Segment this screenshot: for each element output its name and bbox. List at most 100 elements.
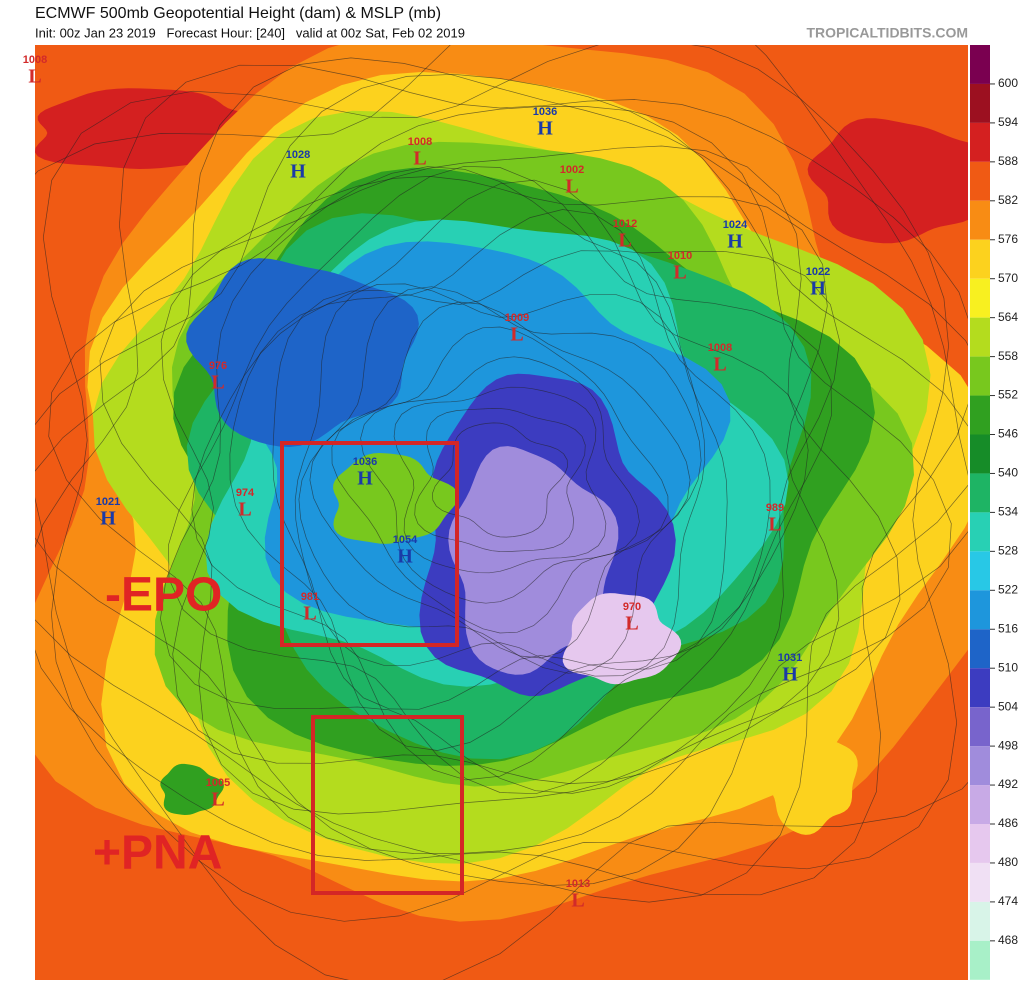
contour	[168, 165, 832, 795]
colorbar-label: 528	[998, 544, 1018, 558]
contour	[99, 145, 901, 815]
colorbar-cell	[970, 317, 990, 357]
contour	[35, 57, 968, 903]
title: ECMWF 500mb Geopotential Height (dam) & …	[35, 5, 441, 22]
colorbar-cell	[970, 161, 990, 201]
center-kind: L	[303, 603, 316, 625]
colorbar-label: 480	[998, 855, 1018, 869]
height-band	[562, 593, 682, 685]
center-value: 976	[209, 360, 227, 372]
center-kind: L	[713, 354, 726, 376]
pressure-centers: 1008L1028H1008L1036H1002L1012L1024H1010L…	[23, 54, 830, 912]
colorbar-label: 588	[998, 154, 1018, 168]
contour	[393, 386, 607, 574]
center-kind: H	[290, 161, 306, 183]
colorbar-label: 600	[998, 76, 1018, 90]
contour	[294, 283, 706, 677]
colorbar-label: 474	[998, 894, 1018, 908]
center-kind: H	[782, 664, 798, 686]
height-band	[160, 763, 224, 815]
center-value: 1024	[723, 219, 748, 231]
contour	[35, 73, 968, 887]
colorbar-label: 594	[998, 115, 1018, 129]
colorbar-label: 540	[998, 466, 1018, 480]
colorbar-cell	[970, 200, 990, 240]
contour	[48, 106, 952, 854]
center-value: 1008	[708, 342, 732, 354]
center-kind: L	[413, 148, 426, 170]
center-value: 989	[766, 502, 784, 514]
colorbar-label: 570	[998, 271, 1018, 285]
center-kind: H	[537, 118, 553, 140]
contour	[298, 286, 702, 674]
center-kind: H	[810, 278, 826, 300]
center-value: 1012	[613, 218, 637, 230]
colorbar-label: 486	[998, 816, 1018, 830]
annotation: -EPO	[105, 569, 222, 622]
center-kind: H	[397, 546, 413, 568]
center-kind: L	[768, 514, 781, 536]
colorbar-label: 552	[998, 388, 1018, 402]
contour	[309, 301, 691, 659]
colorbar-cell	[970, 512, 990, 552]
center-kind: L	[238, 499, 251, 521]
height-band	[186, 258, 419, 447]
colorbar-cell	[970, 901, 990, 941]
height-band	[333, 453, 459, 544]
highlight-box	[280, 441, 459, 647]
center-value: 1002	[560, 164, 584, 176]
center-value: 1031	[778, 652, 802, 664]
colorbar-cell	[970, 356, 990, 396]
center-value: 970	[623, 601, 641, 613]
contour	[191, 179, 809, 781]
center-kind: L	[625, 613, 638, 635]
center-kind: L	[565, 176, 578, 198]
colorbar-cell	[970, 629, 990, 669]
center-kind: L	[28, 66, 41, 88]
colorbar-cell	[970, 824, 990, 863]
colorbar-cell	[970, 83, 990, 123]
center-value: 974	[236, 487, 255, 499]
colorbar-cell	[970, 239, 990, 279]
colorbar-label: 492	[998, 777, 1018, 791]
center-value: 1036	[533, 106, 557, 118]
colorbar: 600 594 588 582 576 570 564 558 552 546 540 534 528 5…	[970, 45, 1018, 980]
colorbar-label: 576	[998, 232, 1018, 246]
subtitle: Init: 00z Jan 23 2019 Forecast Hour: [24…	[35, 25, 465, 40]
center-kind: L	[618, 230, 631, 252]
highlight-box	[311, 715, 464, 895]
contour	[432, 422, 568, 538]
colorbar-cell	[970, 473, 990, 513]
colorbar-label: 504	[998, 699, 1018, 713]
colorbar-label: 510	[998, 660, 1018, 674]
contour	[229, 209, 771, 751]
center-value: 1054	[393, 534, 418, 546]
annotation: +PNA	[93, 827, 222, 880]
height-band	[807, 118, 968, 244]
center-value: 1009	[505, 312, 529, 324]
center-value: 1022	[806, 266, 830, 278]
colorbar-cell	[970, 278, 990, 318]
center-value: 981	[301, 591, 319, 603]
center-kind: H	[727, 231, 743, 253]
colorbar-label: 564	[998, 310, 1018, 324]
center-value: 1028	[286, 149, 310, 161]
center-value: 1008	[408, 136, 432, 148]
center-kind: L	[510, 324, 523, 346]
center-kind: H	[100, 508, 116, 530]
contour	[414, 408, 586, 552]
colorbar-cell	[970, 434, 990, 474]
colorbar-cell	[970, 862, 990, 902]
contour	[272, 250, 728, 710]
colorbar-cell	[970, 395, 990, 435]
colorbar-label: 546	[998, 427, 1018, 441]
contour	[160, 176, 840, 784]
colorbar-cell	[970, 668, 990, 708]
center-kind: L	[673, 262, 686, 284]
colorbar-label: 498	[998, 738, 1018, 752]
contour	[360, 356, 640, 604]
colorbar-cell	[970, 940, 990, 980]
